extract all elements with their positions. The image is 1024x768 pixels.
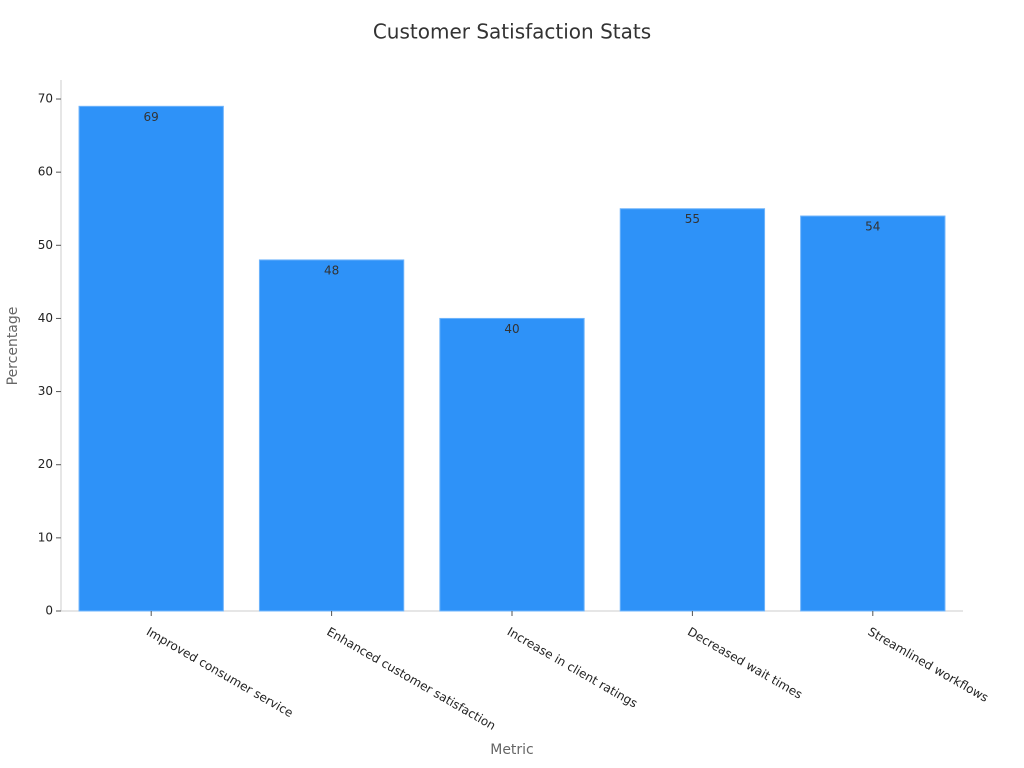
x-axis-label: Metric xyxy=(490,742,534,758)
data-label: 69 xyxy=(144,110,159,124)
bar xyxy=(258,259,405,612)
y-tick-label: 10 xyxy=(38,530,53,544)
chart-title: Customer Satisfaction Stats xyxy=(373,20,651,44)
y-tick-label: 30 xyxy=(38,384,53,398)
y-tick-label: 50 xyxy=(38,238,53,252)
bar xyxy=(619,208,766,612)
data-label: 54 xyxy=(865,220,880,234)
y-tick-label: 60 xyxy=(38,165,53,179)
y-tick-label: 70 xyxy=(38,92,53,106)
data-label: 40 xyxy=(504,322,519,336)
bar xyxy=(800,215,946,612)
data-label: 55 xyxy=(685,212,700,226)
y-tick-label: 0 xyxy=(45,604,53,618)
bar xyxy=(78,105,224,612)
x-tick-label: Improved consumer service xyxy=(144,625,296,721)
y-axis-label: Percentage xyxy=(5,307,21,386)
data-label: 48 xyxy=(324,263,339,277)
y-tick-label: 20 xyxy=(38,457,53,471)
bar xyxy=(439,317,585,612)
x-tick-label: Increase in client ratings xyxy=(505,625,640,711)
x-tick-label: Enhanced customer satisfaction xyxy=(324,625,498,733)
y-tick-label: 40 xyxy=(38,311,53,325)
x-tick-label: Streamlined workflows xyxy=(866,625,991,705)
x-tick-label: Decreased wait times xyxy=(685,625,805,702)
